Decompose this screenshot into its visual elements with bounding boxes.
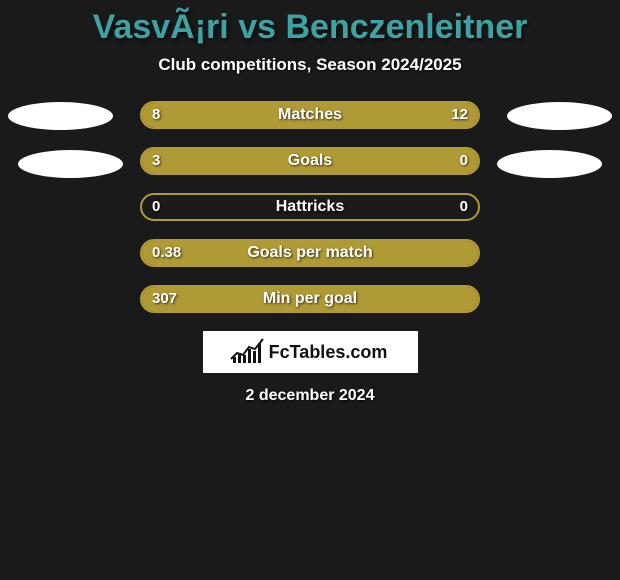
stat-value-left: 8 xyxy=(152,101,160,129)
stat-bar-fill-left xyxy=(142,103,276,127)
snapshot-date: 2 december 2024 xyxy=(0,387,620,405)
stat-row: 30Goals xyxy=(0,147,620,177)
stat-value-left: 0.38 xyxy=(152,239,181,267)
player-right-name: Benczenleitner xyxy=(285,8,527,46)
comparison-infographic: VasvÃ¡ri vs Benczenleitner Club competit… xyxy=(0,8,620,580)
stat-bar-track xyxy=(140,239,480,267)
stat-bar-fill-right xyxy=(276,103,478,127)
stat-value-left: 0 xyxy=(152,193,160,221)
stat-value-left: 307 xyxy=(152,285,177,313)
stat-value-left: 3 xyxy=(152,147,160,175)
stat-value-right: 12 xyxy=(451,101,468,129)
stat-bar-track xyxy=(140,285,480,313)
stat-bar-track xyxy=(140,193,480,221)
stat-value-right: 0 xyxy=(460,193,468,221)
avatar-placeholder-left xyxy=(8,102,113,130)
stat-bar-fill-left xyxy=(142,241,478,265)
stat-value-right: 0 xyxy=(460,147,468,175)
stat-row: 307Min per goal xyxy=(0,285,620,315)
stat-bar-fill-left xyxy=(142,287,478,311)
fctables-logo-icon xyxy=(233,341,265,363)
avatar-placeholder-left xyxy=(18,150,123,178)
attribution-badge: FcTables.com xyxy=(203,331,418,373)
stat-bar-track xyxy=(140,101,480,129)
title-vs: vs xyxy=(238,8,276,46)
stat-row: 0.38Goals per match xyxy=(0,239,620,269)
stat-bar-fill-left xyxy=(142,149,404,173)
player-left-name: VasvÃ¡ri xyxy=(93,8,229,46)
stat-row: 00Hattricks xyxy=(0,193,620,223)
page-title: VasvÃ¡ri vs Benczenleitner xyxy=(0,8,620,47)
avatar-placeholder-right xyxy=(497,150,602,178)
page-subtitle: Club competitions, Season 2024/2025 xyxy=(0,55,620,75)
stat-bar-track xyxy=(140,147,480,175)
stat-row: 812Matches xyxy=(0,101,620,131)
avatar-placeholder-right xyxy=(507,102,612,130)
attribution-text: FcTables.com xyxy=(269,342,388,363)
stats-chart: 812Matches30Goals00Hattricks0.38Goals pe… xyxy=(0,101,620,315)
